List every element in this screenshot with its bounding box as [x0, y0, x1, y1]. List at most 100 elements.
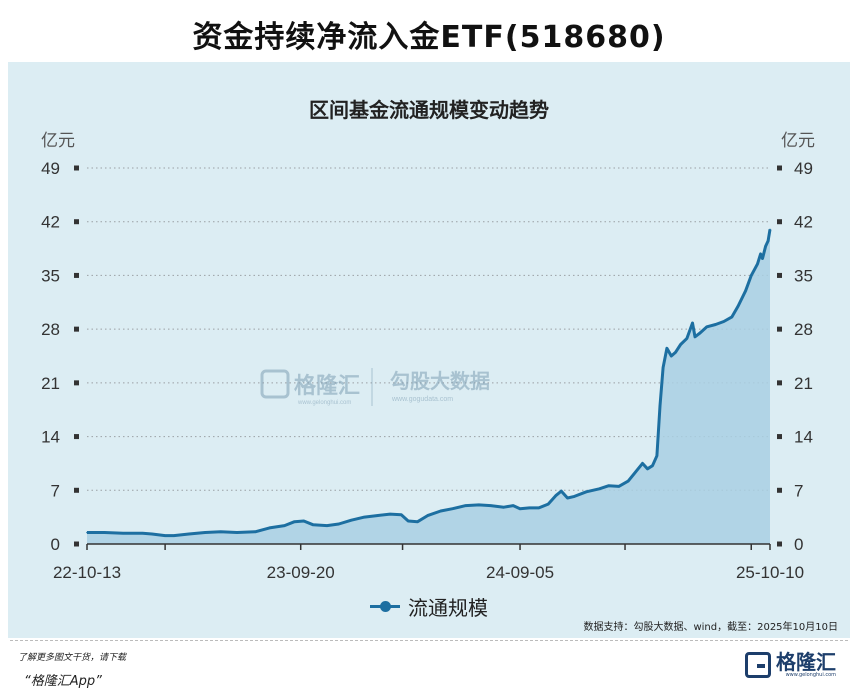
data-point — [519, 507, 521, 510]
data-point — [598, 488, 601, 490]
data-point — [761, 257, 764, 260]
footer-note: 了解更多图文干货，请下载 — [18, 653, 127, 663]
y-tick-label-right: 28 — [794, 320, 813, 339]
data-point — [326, 524, 328, 527]
chart-title: 区间基金流通规模变动趋势 — [309, 98, 549, 122]
data-point — [731, 316, 733, 318]
watermark-sub-url: www.gogudata.com — [391, 396, 453, 403]
chart-panel: 区间基金流通规模变动趋势 亿元 亿元 0 0 7 7 14 14 21 21 28 28 35 35 42 4… — [8, 62, 850, 638]
data-point — [767, 240, 769, 242]
footer-logo: 格隆汇 www.gelonghui.com — [745, 652, 836, 678]
data-point — [723, 320, 725, 323]
data-point — [503, 506, 505, 509]
data-point — [666, 347, 668, 350]
data-point — [416, 520, 419, 523]
data-point — [679, 343, 682, 346]
y-tick-mark-right — [777, 272, 782, 278]
y-tick-label-left: 21 — [41, 374, 60, 393]
data-point — [737, 305, 739, 307]
data-point — [560, 490, 563, 492]
y-tick-mark-right — [777, 219, 782, 225]
x-tick-label: 22-10-13 — [53, 563, 121, 582]
y-axis-unit-left: 亿元 — [41, 131, 75, 151]
area-fill — [87, 229, 770, 544]
x-tick-label: 24-09-05 — [486, 563, 554, 582]
logo-text: 格隆汇 — [776, 650, 836, 674]
area-layer — [86, 228, 772, 544]
data-point — [389, 513, 391, 515]
y-tick-mark-left — [74, 326, 79, 332]
y-tick-mark-right — [777, 434, 782, 440]
data-point — [608, 484, 610, 487]
watermark-sub-brand: 勾股大数据 — [390, 369, 490, 393]
data-point — [439, 510, 442, 512]
y-tick-mark-right — [777, 326, 782, 332]
data-point — [646, 468, 649, 470]
data-point — [407, 520, 410, 522]
data-point — [750, 274, 753, 277]
y-tick-mark-left — [74, 434, 79, 440]
data-point — [489, 504, 492, 507]
data-point — [651, 464, 654, 467]
y-tick-mark-left — [74, 487, 79, 493]
y-tick-mark-left — [74, 272, 79, 278]
y-tick-mark-left — [74, 380, 79, 386]
data-point — [400, 514, 403, 516]
data-point — [293, 520, 296, 523]
data-point — [312, 524, 315, 526]
y-axis-unit-right: 亿元 — [781, 131, 815, 151]
data-point — [512, 504, 514, 507]
footer-app: “格隆汇App” — [24, 674, 102, 689]
y-tick-mark-right — [777, 380, 782, 386]
data-point — [585, 491, 588, 493]
data-point — [691, 322, 694, 324]
data-point — [122, 532, 124, 535]
data-point — [694, 336, 696, 338]
data-point — [219, 530, 222, 533]
data-point — [268, 527, 271, 529]
data-point — [164, 534, 166, 537]
data-point — [744, 290, 747, 292]
y-tick-label-right: 0 — [794, 535, 803, 554]
data-point — [699, 332, 701, 334]
y-tick-label-left: 35 — [41, 266, 60, 285]
logo-icon — [745, 652, 771, 678]
data-point — [662, 366, 664, 369]
data-point — [173, 534, 175, 537]
data-point — [659, 405, 661, 407]
y-tick-mark-right — [777, 541, 782, 547]
data-point — [547, 503, 549, 505]
y-tick-mark-right — [777, 165, 782, 171]
data-point — [188, 533, 190, 535]
y-tick-label-left: 28 — [41, 320, 60, 339]
data-point — [350, 519, 353, 521]
data-point — [141, 532, 144, 535]
data-point — [714, 323, 717, 326]
x-tick-label: 23-09-20 — [267, 563, 335, 582]
axis-layer — [74, 165, 782, 550]
y-tick-label-left: 42 — [41, 213, 60, 232]
data-point — [451, 507, 454, 510]
data-point — [236, 531, 238, 534]
data-point — [759, 253, 762, 255]
data-point — [376, 514, 378, 517]
data-point — [464, 504, 467, 507]
data-point — [86, 531, 88, 534]
y-tick-label-right: 21 — [794, 374, 813, 393]
y-tick-label-right: 7 — [794, 481, 803, 500]
data-point — [656, 455, 658, 457]
data-point — [566, 497, 569, 499]
x-tick-label: 25-10-10 — [736, 563, 804, 582]
area-chart: 亿元 亿元 0 0 7 7 14 14 21 21 28 28 35 35 42 42 49 49 22-10-13… — [41, 131, 815, 582]
data-point — [769, 228, 771, 231]
watermark-brand: 格隆汇 — [294, 373, 360, 399]
logo-url: www.gelonghui.com — [785, 672, 836, 678]
data-point — [338, 523, 340, 525]
data-point — [618, 485, 620, 488]
grid-layer — [87, 167, 770, 491]
data-point — [674, 351, 677, 354]
data-point — [670, 355, 673, 357]
data-point — [528, 507, 531, 509]
